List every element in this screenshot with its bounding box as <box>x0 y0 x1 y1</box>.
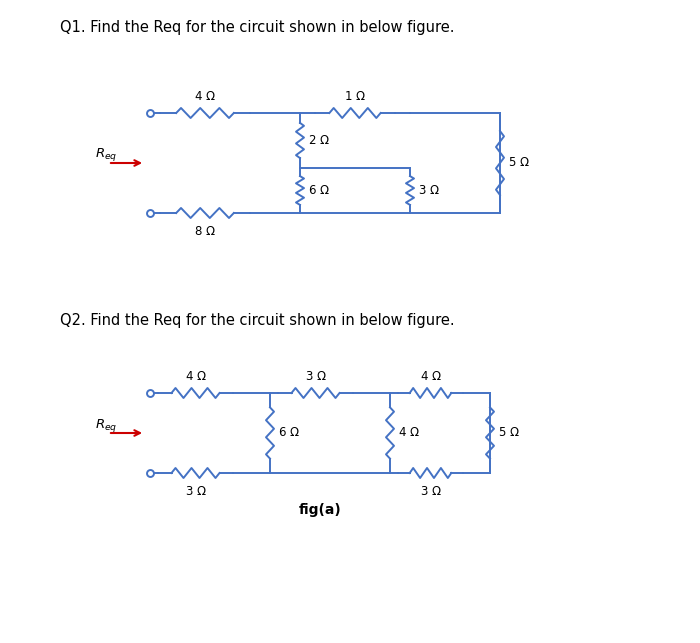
Text: 4 $\Omega$: 4 $\Omega$ <box>194 90 216 103</box>
Text: 4 $\Omega$: 4 $\Omega$ <box>419 370 442 383</box>
Text: 8 $\Omega$: 8 $\Omega$ <box>194 225 216 238</box>
Text: 4 $\Omega$: 4 $\Omega$ <box>185 370 206 383</box>
Text: 6 $\Omega$: 6 $\Omega$ <box>308 184 330 197</box>
Text: $R_{eq}$: $R_{eq}$ <box>95 147 118 163</box>
Text: 4 $\Omega$: 4 $\Omega$ <box>398 426 420 440</box>
Text: 3 $\Omega$: 3 $\Omega$ <box>418 184 440 197</box>
Text: 5 $\Omega$: 5 $\Omega$ <box>498 426 520 440</box>
Text: 2 $\Omega$: 2 $\Omega$ <box>308 134 330 147</box>
Text: Q2. Find the Req for the circuit shown in below figure.: Q2. Find the Req for the circuit shown i… <box>60 313 454 328</box>
Text: 5 $\Omega$: 5 $\Omega$ <box>508 156 530 170</box>
Text: 1 $\Omega$: 1 $\Omega$ <box>344 90 366 103</box>
Text: 6 $\Omega$: 6 $\Omega$ <box>278 426 300 440</box>
Text: 3 $\Omega$: 3 $\Omega$ <box>185 485 206 498</box>
Text: fig(a): fig(a) <box>299 503 342 517</box>
Text: Q1. Find the Req for the circuit shown in below figure.: Q1. Find the Req for the circuit shown i… <box>60 20 454 35</box>
Text: $R_{eq}$: $R_{eq}$ <box>95 417 118 433</box>
Text: 3 $\Omega$: 3 $\Omega$ <box>304 370 326 383</box>
Text: 3 $\Omega$: 3 $\Omega$ <box>419 485 442 498</box>
